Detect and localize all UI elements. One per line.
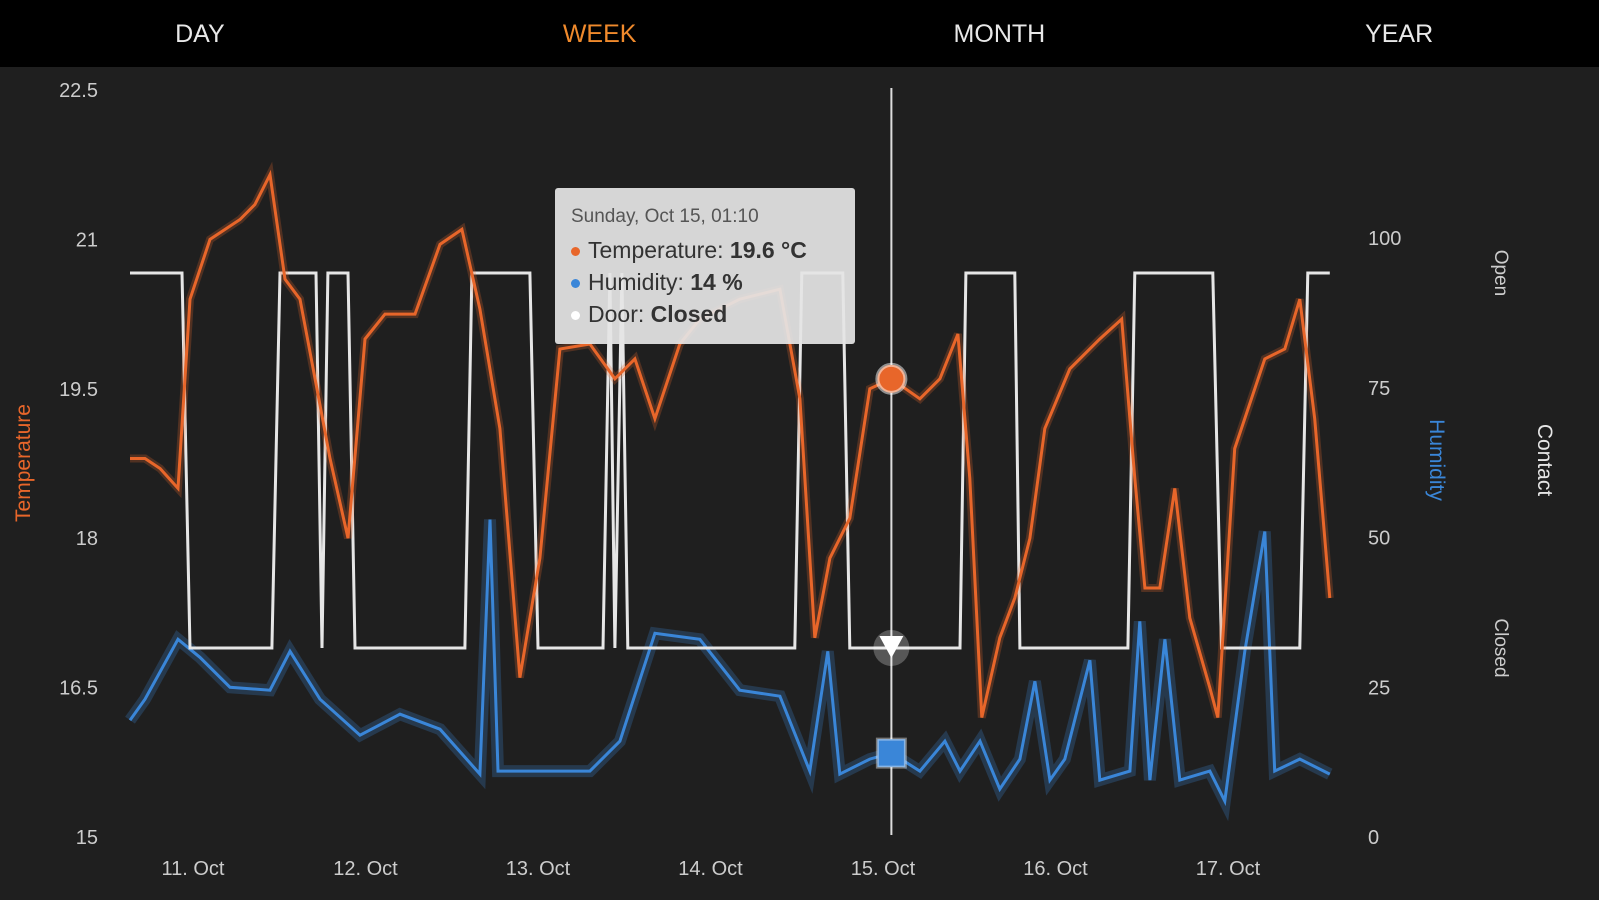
x-tick-label: 13. Oct (506, 858, 571, 880)
temperature-marker (875, 362, 908, 395)
x-tick-label: 14. Oct (678, 858, 743, 880)
tooltip-temperature: Temperature: 19.6 °C (571, 234, 839, 266)
tooltip-door: Door: Closed (571, 298, 839, 330)
humidity-tick-label: 25 (1368, 677, 1390, 699)
x-tick-label: 12. Oct (333, 858, 398, 880)
tab-week[interactable]: WEEK (562, 20, 637, 48)
tab-year[interactable]: YEAR (1365, 20, 1434, 48)
x-tick-label: 15. Oct (851, 858, 916, 880)
tab-month[interactable]: MONTH (953, 20, 1046, 48)
temperature-tick-label: 15 (76, 827, 98, 849)
tooltip-humidity: Humidity: 14 % (571, 266, 839, 298)
temperature-tick-label: 21 (76, 229, 98, 251)
tab-day[interactable]: DAY (175, 20, 225, 48)
door-dot-icon (571, 311, 580, 321)
humidity-tick-label: 75 (1368, 378, 1390, 400)
humidity-axis-title: Humidity (1425, 419, 1448, 501)
tooltip-door-value: Closed (650, 301, 728, 327)
tooltip-humidity-value: 14 % (690, 269, 743, 295)
range-tabs: DAY WEEK MONTH YEAR (0, 0, 1599, 67)
temperature-axis-title: Temperature (12, 404, 35, 522)
door-marker (879, 636, 904, 658)
humidity-line (128, 519, 1331, 807)
temperature-tick-label: 18 (76, 528, 98, 550)
contact-open-label: Open (1490, 250, 1511, 296)
humidity-marker (875, 737, 907, 769)
x-tick-label: 17. Oct (1196, 858, 1261, 880)
tooltip: Sunday, Oct 15, 01:10 Temperature: 19.6 … (555, 188, 855, 344)
temperature-tick-label: 19.5 (59, 379, 98, 401)
door-line (130, 271, 1330, 650)
tooltip-temperature-label: Temperature: (588, 237, 730, 263)
temperature-tick-label: 16.5 (59, 678, 98, 700)
contact-closed-label: Closed (1490, 618, 1511, 677)
temperature-dot-icon (571, 247, 580, 257)
x-tick-label: 16. Oct (1023, 858, 1088, 880)
temperature-tick-label: 22.5 (59, 80, 98, 102)
tooltip-temperature-value: 19.6 °C (729, 237, 807, 263)
tooltip-humidity-label: Humidity: (588, 269, 691, 295)
humidity-tick-label: 0 (1368, 827, 1379, 849)
humidity-dot-icon (571, 279, 580, 289)
humidity-tick-label: 50 (1368, 528, 1390, 550)
humidity-tick-label: 100 (1368, 228, 1401, 250)
contact-axis-title: Contact (1533, 424, 1556, 497)
tooltip-header: Sunday, Oct 15, 01:10 (571, 206, 759, 227)
x-tick-label: 11. Oct (162, 858, 225, 880)
tooltip-door-label: Door: (588, 301, 651, 327)
